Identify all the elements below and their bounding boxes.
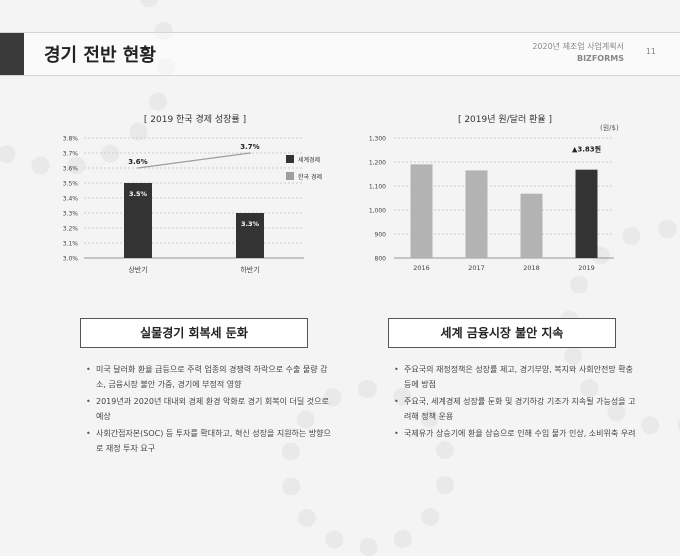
legend-label: 세계경제 [298,156,320,164]
left-section-heading: 실물경기 회복세 둔화 [80,318,308,348]
y-tick-label: 3.7% [63,151,79,158]
x-tick-label: 2016 [413,264,430,272]
brand-name: BIZFORMS [576,54,624,63]
bar [520,193,543,258]
y-tick-label: 1,300 [369,136,386,143]
y-tick-label: 3.6% [63,166,79,173]
left-section-bullets: 미국 달러화 환율 급등으로 주력 업종의 경쟁력 하락으로 수출 물량 감소,… [86,362,334,458]
header-bar: 경기 전반 현황 2020년 제조업 사업계획서 BIZFORMS 11 [0,32,680,76]
list-item: 주요국의 재정정책은 성장률 제고, 경기부양, 복지와 사회안전망 확충 등에… [394,362,642,392]
data-label: 3.5% [129,190,148,198]
y-tick-label: 3.8% [63,136,79,143]
header-subtitle-block: 2020년 제조업 사업계획서 BIZFORMS [532,41,624,65]
exchange-rate-chart: 800 900 1,000 1,100 1,200 1,300 2016 2017 2018 20… [369,136,614,272]
x-tick-label: 2017 [468,264,485,272]
page-title: 경기 전반 현황 [44,45,156,66]
growth-rate-chart: 3.0% 3.1% 3.2% 3.3% 3.4% 3.5% 3.6% 3.7% 3.8% 3.5%… [63,136,322,275]
data-label: 3.7% [240,143,259,151]
right-section-bullets: 주요국의 재정정책은 성장률 제고, 경기부양, 복지와 사회안전망 확충 등에… [394,362,642,443]
y-tick-label: 3.0% [63,256,79,263]
list-item: 국제유가 상승기에 환율 상승으로 인해 수입 물가 인상, 소비위축 우려 [394,426,642,441]
y-tick-label: 800 [375,256,387,263]
x-tick-label: 하반기 [240,265,259,274]
page-number: 11 [645,47,656,56]
bar [124,183,152,258]
x-tick-label: 상반기 [128,265,147,274]
document-subtitle: 2020년 제조업 사업계획서 [532,42,624,51]
title-accent-bar [0,33,24,75]
data-label: 3.3% [241,220,260,228]
y-tick-label: 900 [375,232,387,239]
y-tick-label: 3.2% [63,226,79,233]
y-tick-label: 1,000 [369,208,386,215]
x-tick-label: 2018 [523,264,540,272]
bar [575,169,598,258]
list-item: 주요국, 세계경제 성장률 둔화 및 경기하강 기조가 지속될 가능성을 고려해… [394,394,642,424]
point [249,152,251,154]
bar [465,170,488,258]
right-chart-caption: [ 2019년 원/달러 환율 ] [457,115,553,125]
y-tick-label: 3.3% [63,211,79,218]
legend-label: 한국 경제 [298,173,322,181]
bar [236,213,264,258]
data-label: 3.6% [128,158,147,166]
x-tick-label: 2019 [578,264,595,272]
list-item: 2019년과 2020년 대내외 경제 환경 악화로 경기 회복이 더딜 것으로… [86,394,334,424]
legend-swatch [286,155,294,163]
slide: 경기 전반 현황 2020년 제조업 사업계획서 BIZFORMS 11 [ 2… [0,0,680,510]
legend-swatch [286,172,294,180]
list-item: 미국 달러화 환율 급등으로 주력 업종의 경쟁력 하락으로 수출 물량 감소,… [86,362,334,392]
series-line [137,152,251,169]
left-chart-caption: [ 2019 한국 경제 성장률 ] [143,115,247,125]
y-tick-label: 1,200 [369,160,386,167]
point [137,167,139,169]
bar [410,164,433,258]
y-tick-label: 3.4% [63,196,79,203]
annotation: ▲3.83원 [572,145,601,154]
right-section-heading: 세계 금융시장 불안 지속 [388,318,616,348]
list-item: 사회간접자본(SOC) 등 투자를 확대하고, 혁신 성장을 지원하는 방향으로… [86,426,334,456]
right-chart-unit: (원/$) [600,124,619,132]
y-tick-label: 1,100 [369,184,386,191]
y-tick-label: 3.1% [63,241,79,248]
y-tick-label: 3.5% [63,181,79,188]
